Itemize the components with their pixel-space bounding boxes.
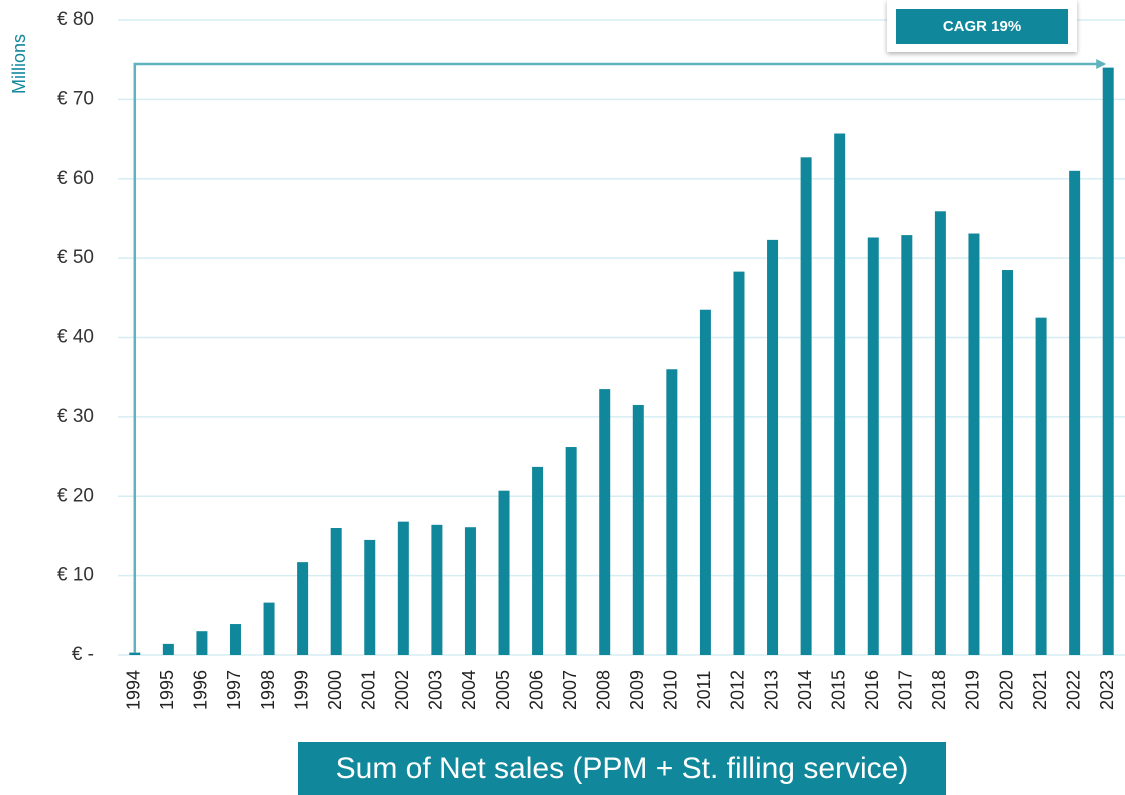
x-tick-label: 2018 — [929, 670, 949, 710]
bar — [666, 369, 678, 655]
bar — [800, 157, 812, 655]
annotation: CAGR 19% — [943, 18, 1021, 35]
x-tick-label: 2005 — [493, 670, 513, 710]
x-tick-label: 2010 — [661, 670, 681, 710]
bar — [1102, 67, 1114, 655]
x-tick-label: 1995 — [157, 670, 177, 710]
bar — [364, 539, 376, 655]
x-tick-label: 2017 — [896, 670, 916, 710]
y-axis-label: Millions — [9, 34, 29, 94]
x-tick-label: 2009 — [627, 670, 647, 710]
x-tick-label: 2014 — [795, 670, 815, 710]
bar — [934, 211, 946, 655]
bar — [297, 562, 309, 655]
x-tick-label: 2006 — [526, 670, 546, 710]
bar — [498, 490, 510, 655]
x-tick-label: 2013 — [761, 670, 781, 710]
bar — [532, 466, 544, 655]
bar — [632, 404, 644, 655]
y-tick-label: € 70 — [57, 88, 94, 109]
chart-title: Sum of Net sales (PPM + St. filling serv… — [336, 752, 909, 785]
x-tick-label: 2007 — [560, 670, 580, 710]
bar — [229, 624, 241, 655]
y-tick-label: € 10 — [57, 565, 94, 586]
bar — [129, 652, 141, 655]
bar — [1035, 317, 1047, 655]
title-box — [298, 742, 946, 795]
x-tick-label: 2023 — [1097, 670, 1117, 710]
bar — [397, 521, 409, 655]
bar — [767, 239, 779, 655]
x-tick-label: 1994 — [124, 670, 144, 710]
bar — [599, 389, 611, 655]
x-tick-label: 2004 — [459, 670, 479, 710]
x-tick-label: 2011 — [694, 671, 714, 710]
bar — [1002, 270, 1014, 655]
x-tick-label: 1997 — [224, 670, 244, 710]
bar — [834, 133, 846, 656]
x-tick-label: 2000 — [325, 670, 345, 710]
y-tick-label: € 50 — [57, 247, 94, 268]
y-tick-label: € 40 — [57, 327, 94, 348]
x-tick-label: 2012 — [728, 670, 748, 710]
bar — [867, 237, 879, 656]
y-tick-label: € 80 — [57, 9, 94, 30]
x-tick-label: 2021 — [1030, 670, 1050, 710]
bar — [1069, 170, 1081, 655]
bar — [901, 235, 913, 655]
x-tick-label: 2003 — [426, 670, 446, 710]
bar — [162, 643, 174, 655]
x-tick-label: 2019 — [963, 670, 983, 710]
bar — [699, 309, 711, 655]
cagr-arrow — [133, 59, 1107, 653]
y-tick-label: € 60 — [57, 168, 94, 189]
bar — [565, 447, 577, 655]
bar — [733, 271, 745, 655]
x-tick-label: 2015 — [828, 670, 848, 710]
bar — [263, 602, 275, 655]
x-tick-label: 1996 — [191, 670, 211, 710]
bar — [330, 528, 342, 655]
x-tick-label: 2022 — [1063, 670, 1083, 710]
x-tick-label: 2016 — [862, 670, 882, 710]
bar — [968, 233, 980, 656]
x-tick-label: 2001 — [359, 670, 379, 710]
x-tick-label: 2008 — [593, 670, 613, 710]
x-tick-label: 1999 — [291, 670, 311, 710]
bar — [431, 524, 443, 655]
x-tick-label: 1998 — [258, 670, 278, 710]
x-tick-label: 2002 — [392, 670, 412, 710]
bar — [196, 631, 208, 655]
annotation-badge — [896, 9, 1068, 44]
x-tick-label: 2020 — [996, 670, 1016, 710]
bar — [464, 527, 476, 655]
y-tick-label: € 30 — [57, 406, 94, 427]
y-tick-label: € 20 — [57, 485, 94, 506]
y-tick-label: € - — [72, 644, 94, 665]
